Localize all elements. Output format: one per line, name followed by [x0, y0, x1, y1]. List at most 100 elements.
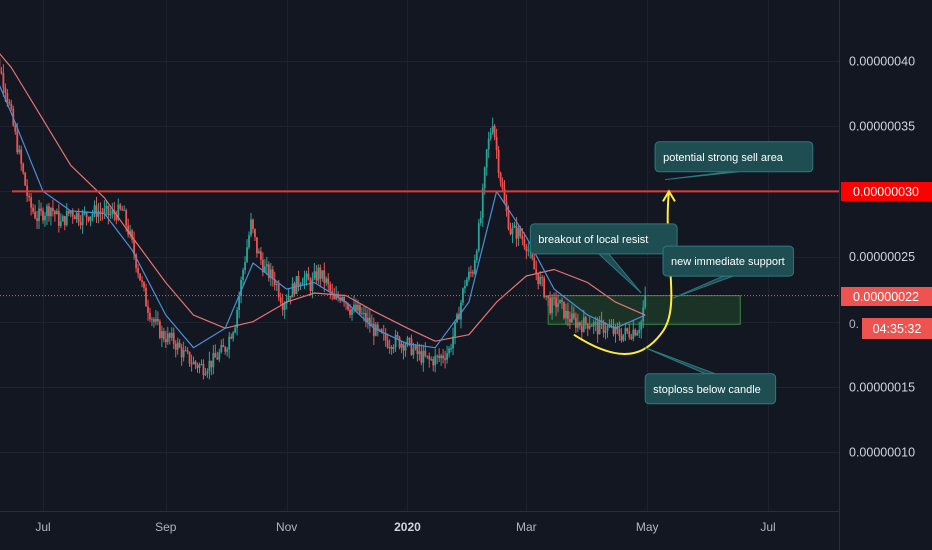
candle-body	[16, 131, 19, 153]
candle	[394, 329, 397, 352]
candle	[608, 319, 611, 328]
candle-body	[32, 207, 34, 212]
candle-body	[269, 269, 272, 278]
candle	[588, 316, 591, 330]
candle-body	[438, 355, 441, 359]
candle-body	[273, 279, 276, 286]
candle	[93, 200, 96, 218]
candle	[493, 124, 496, 141]
candle-body	[602, 321, 605, 333]
candle	[111, 202, 114, 219]
candle	[422, 344, 425, 372]
candle	[254, 228, 256, 242]
callout-sell[interactable]: potential strong sell area	[654, 141, 814, 181]
candle-body	[479, 217, 482, 224]
candle-body	[279, 297, 282, 303]
candle	[79, 215, 82, 230]
candle	[319, 264, 322, 288]
candle	[164, 330, 167, 349]
candle-body	[143, 282, 145, 288]
candle-body	[6, 92, 9, 102]
candle-body	[400, 343, 403, 348]
moving-average-line-0[interactable]	[0, 35, 646, 342]
candle	[57, 204, 60, 233]
candle	[176, 337, 179, 355]
candle	[158, 319, 161, 340]
callout-support[interactable]: new immediate support	[662, 245, 794, 299]
candle-body	[384, 333, 387, 341]
candle-body	[588, 325, 591, 329]
callout-text: potential strong sell area	[663, 152, 784, 164]
candle-body	[194, 361, 197, 365]
candle-body	[53, 211, 56, 215]
candle	[497, 145, 500, 179]
candle-body	[458, 314, 460, 320]
candle	[626, 327, 629, 334]
candle	[65, 203, 68, 227]
candle	[450, 343, 452, 353]
callout-breakout[interactable]: breakout of local resist	[529, 223, 678, 294]
candle-body	[513, 225, 516, 228]
candle	[174, 340, 177, 358]
price-tick-label: 0.00000010	[849, 446, 915, 460]
candle-body	[46, 206, 48, 216]
candle	[553, 292, 555, 306]
candle-body	[77, 212, 80, 223]
candle	[24, 171, 27, 187]
candle-body	[539, 277, 542, 285]
candle	[244, 256, 246, 275]
candle	[224, 345, 227, 355]
candle	[89, 216, 92, 227]
candle-body	[370, 323, 373, 326]
candle	[2, 64, 5, 97]
candle-body	[527, 250, 530, 252]
candle	[228, 331, 231, 359]
candle	[107, 205, 110, 225]
candle	[81, 209, 84, 234]
candle-body	[14, 125, 17, 132]
candle	[327, 273, 330, 292]
candle	[315, 265, 318, 284]
candle-body	[640, 321, 643, 330]
candle	[561, 297, 563, 309]
candle-body	[327, 278, 330, 285]
candle-body	[85, 212, 88, 218]
candle-body	[293, 283, 296, 295]
price-badges: 0.00000030 0.00000022 0. 04:35:32	[841, 182, 932, 339]
candle-body	[475, 250, 478, 261]
candle	[523, 232, 526, 250]
candle	[491, 117, 494, 135]
candle	[604, 322, 607, 340]
candle	[261, 252, 264, 277]
candle	[252, 218, 254, 234]
candle	[317, 264, 320, 285]
candle	[467, 267, 470, 282]
candle	[380, 328, 383, 334]
candle-body	[339, 298, 342, 301]
support-zone-box[interactable]	[547, 295, 741, 325]
candle-body	[182, 350, 185, 358]
callout-stoploss[interactable]: stoploss below candle	[644, 347, 777, 405]
candle	[596, 317, 599, 343]
candle-body	[147, 306, 149, 313]
candle-body	[523, 239, 526, 247]
candle-body	[230, 336, 233, 339]
candle-body	[545, 295, 548, 298]
candle-body	[442, 355, 445, 359]
candle	[214, 344, 217, 358]
candle	[572, 306, 575, 320]
candle	[398, 335, 401, 350]
candle-body	[422, 350, 425, 363]
candle	[295, 275, 298, 295]
candle-body	[622, 334, 625, 341]
candle-body	[493, 125, 496, 138]
candle	[372, 317, 375, 345]
candle	[580, 320, 583, 340]
callout-box	[662, 245, 794, 277]
candle-body	[61, 216, 64, 222]
candle	[204, 367, 207, 377]
time-tick-label: Nov	[276, 520, 297, 534]
candle-body	[335, 295, 338, 300]
